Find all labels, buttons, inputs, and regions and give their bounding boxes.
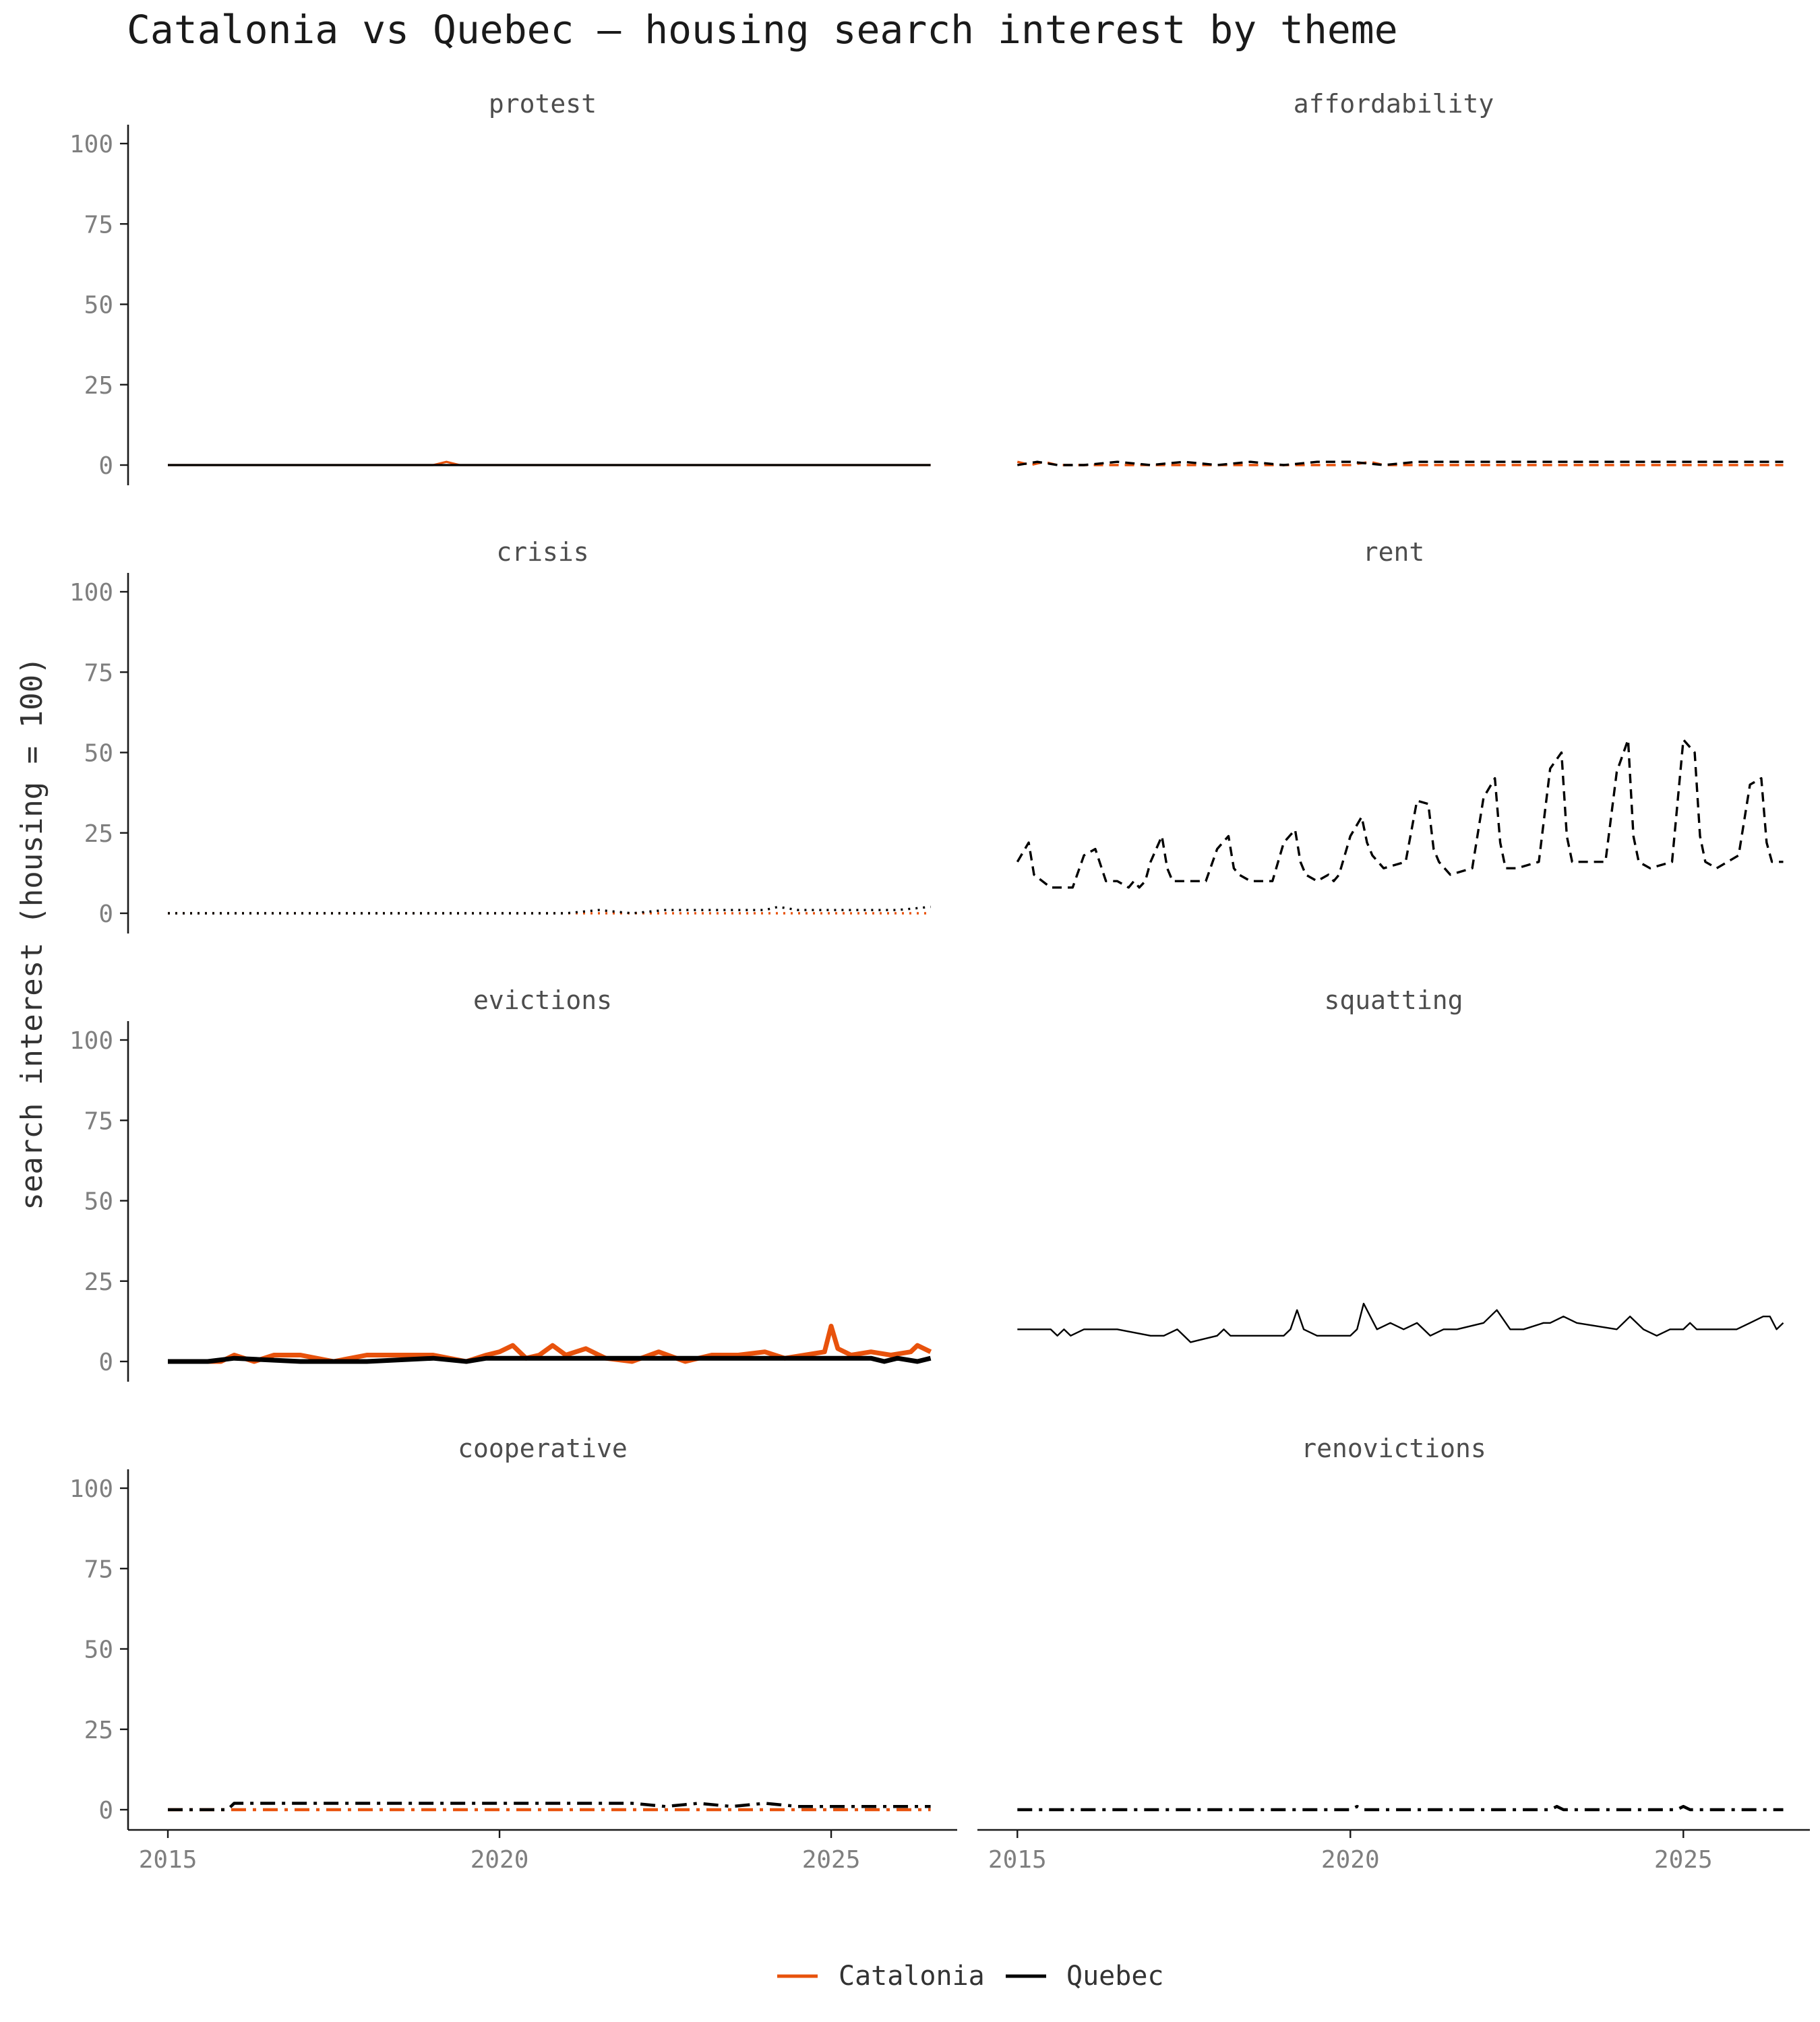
panel-title-crisis: crisis: [496, 537, 588, 567]
x-tick-label: 2020: [1321, 1846, 1380, 1874]
y-tick-label: 100: [69, 131, 113, 158]
y-tick-label: 0: [98, 452, 113, 480]
x-tick-label: 2015: [139, 1846, 198, 1874]
y-tick-label: 50: [84, 1636, 113, 1664]
series-line-squatting-quebec: [1017, 1302, 1784, 1343]
legend: Catalonia Quebec: [777, 1961, 1164, 1992]
series-line-crisis-quebec: [168, 905, 931, 915]
x-tick-label: 2025: [802, 1846, 861, 1874]
series-line-rent-quebec: [1016, 738, 1784, 889]
y-tick-label: 25: [84, 1268, 113, 1296]
y-tick-label: 0: [98, 1349, 113, 1376]
series-line-evictions-quebec: [168, 1355, 932, 1364]
panel-crisis: crisis 0 25 50 75 100: [69, 537, 931, 933]
y-tick-label: 75: [84, 1107, 113, 1135]
x-tick-label: 2020: [471, 1846, 529, 1874]
y-tick-label: 50: [84, 292, 113, 319]
y-tick-label: 100: [69, 579, 113, 607]
panel-title-protest: protest: [489, 89, 597, 119]
y-tick-label: 75: [84, 211, 113, 239]
series-line-affordability-quebec: [1017, 460, 1784, 466]
panel-affordability: affordability: [1017, 89, 1784, 466]
chart-panels: protest 0 25 50 75 100 affordability crisis 0 25 5…: [69, 89, 1810, 1874]
panel-rent: rent: [1016, 537, 1784, 889]
panel-squatting: squatting: [1017, 985, 1784, 1343]
panel-cooperative: cooperative 0 25 50 75 100 2015 2020 2025: [69, 1434, 957, 1874]
panel-title-affordability: affordability: [1294, 89, 1494, 119]
y-tick-label: 25: [84, 820, 113, 848]
panel-title-cooperative: cooperative: [458, 1434, 628, 1463]
panel-protest: protest 0 25 50 75 100: [69, 89, 931, 485]
y-tick-label: 25: [84, 372, 113, 400]
chart-title: Catalonia vs Quebec — housing search int…: [127, 7, 1398, 53]
series-line-renovictions-quebec: [1017, 1804, 1784, 1812]
y-tick-label: 25: [84, 1717, 113, 1744]
legend-label-catalonia: Catalonia: [839, 1961, 985, 1992]
y-tick-label: 0: [98, 900, 113, 928]
y-tick-label: 75: [84, 659, 113, 687]
y-tick-label: 100: [69, 1475, 113, 1503]
x-tick-label: 2015: [988, 1846, 1047, 1874]
y-tick-label: 0: [98, 1797, 113, 1825]
x-tick-label: 2025: [1654, 1846, 1713, 1874]
series-line-cooperative-quebec: [168, 1802, 931, 1812]
y-axis-label: search interest (housing = 100): [15, 656, 49, 1210]
y-tick-label: 50: [84, 1188, 113, 1216]
legend-label-quebec: Quebec: [1066, 1961, 1164, 1992]
y-tick-label: 50: [84, 740, 113, 768]
y-tick-label: 75: [84, 1556, 113, 1583]
panel-title-evictions: evictions: [473, 985, 612, 1015]
panel-title-squatting: squatting: [1325, 985, 1463, 1015]
panel-evictions: evictions 0 25 50 75 100: [69, 985, 932, 1382]
panel-renovictions: renovictions 2015 2020 2025: [977, 1434, 1810, 1874]
panel-title-renovictions: renovictions: [1301, 1434, 1486, 1463]
panel-title-rent: rent: [1363, 537, 1425, 567]
y-tick-label: 100: [69, 1027, 113, 1055]
